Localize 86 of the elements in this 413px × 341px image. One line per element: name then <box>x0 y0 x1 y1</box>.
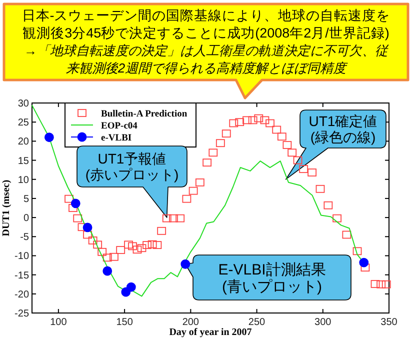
x-tick-label: 150 <box>116 317 134 328</box>
y-tick-label: 30 <box>18 98 30 110</box>
point <box>324 201 333 210</box>
point <box>235 118 244 126</box>
point <box>162 214 172 222</box>
annotation: E-VLBI計測結果 (青いプロット) <box>218 261 326 296</box>
x-tick-label: 350 <box>380 317 398 328</box>
y-tick-label: -5 <box>20 232 30 244</box>
point <box>254 114 264 122</box>
point <box>260 116 270 124</box>
point <box>359 258 369 268</box>
point <box>293 156 302 164</box>
y-tick-label: -10 <box>14 251 30 262</box>
y-tick-label: 20 <box>18 136 30 148</box>
point <box>208 148 218 157</box>
legend-label: Bulletin-A Prediction <box>101 110 188 120</box>
point <box>70 198 80 208</box>
point <box>277 132 286 141</box>
y-tick-label: -15 <box>14 270 30 282</box>
point <box>157 226 166 235</box>
point <box>332 214 342 222</box>
point <box>202 158 212 167</box>
point <box>248 116 258 124</box>
y-tick-label: 10 <box>18 174 30 186</box>
point <box>182 194 192 203</box>
point <box>229 119 238 128</box>
point <box>83 230 92 239</box>
y-tick-label: 15 <box>18 156 30 167</box>
point <box>110 252 118 261</box>
chart-subtitle: →「地球自転速度の決定」は人工衛星の軌道決定に不可欠、従来観測後2週間で得られる高精度解とほぼ同精度 <box>24 43 389 76</box>
point <box>73 214 82 222</box>
point <box>299 165 308 174</box>
point <box>272 126 282 134</box>
point <box>316 184 325 193</box>
point <box>148 240 157 248</box>
y-tick-label: -25 <box>14 308 30 320</box>
point <box>64 194 74 203</box>
legend-label: EOP-c04 <box>101 122 138 132</box>
y-tick-label: 0 <box>23 213 30 224</box>
point <box>93 240 102 249</box>
y-tick-label: 5 <box>23 194 30 205</box>
point <box>128 242 137 250</box>
x-tick-label: 200 <box>182 317 200 328</box>
point <box>82 222 92 232</box>
point <box>98 248 107 256</box>
point <box>360 264 370 272</box>
x-tick-label: 100 <box>50 317 68 328</box>
point <box>195 178 204 186</box>
point <box>342 230 352 239</box>
point <box>352 247 362 256</box>
point <box>169 214 178 222</box>
point <box>216 139 225 148</box>
point <box>376 280 386 288</box>
point <box>132 246 142 254</box>
point <box>124 240 133 249</box>
annotation: UT1予報値 (赤いプロット) <box>85 150 179 183</box>
point <box>308 168 316 176</box>
point <box>282 141 292 149</box>
legend-label: e-VLBI <box>101 134 132 144</box>
point <box>266 119 274 128</box>
y-tick-label: -20 <box>14 289 30 300</box>
point <box>116 246 126 254</box>
point <box>102 266 112 276</box>
point <box>126 282 136 292</box>
point <box>370 280 380 288</box>
y-tick-label: 25 <box>18 118 30 129</box>
point <box>44 132 54 142</box>
point <box>152 241 162 249</box>
point <box>242 116 252 124</box>
point <box>102 254 112 262</box>
point <box>88 236 98 244</box>
x-tick-label: 300 <box>314 317 332 328</box>
point <box>137 244 146 252</box>
point <box>288 148 297 157</box>
point <box>176 214 185 222</box>
x-tick-label: 250 <box>248 317 266 328</box>
annotation: UT1確定値 (緑色の線) <box>308 113 378 146</box>
chart-title: 日本-スウェーデン間の国際基線により、地球の自転速度を観測後3分45秒で決定することに成功(2008年2月/世界記録) <box>22 8 390 40</box>
point <box>222 130 231 138</box>
point <box>180 259 190 269</box>
y-axis-title: DUT1 (msec) <box>1 180 12 236</box>
point <box>382 280 391 288</box>
x-axis-title: Day of year in 2007 <box>169 327 252 338</box>
point <box>78 223 87 232</box>
point <box>188 186 198 195</box>
point <box>142 241 152 249</box>
